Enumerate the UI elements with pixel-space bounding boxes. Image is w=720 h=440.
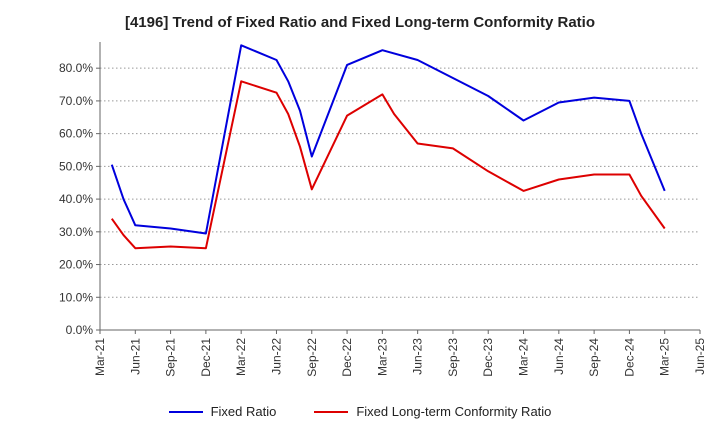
y-axis-ticks: 0.0% 10.0% 20.0% 30.0% 40.0% 50.0% 60.0% 70.0% 8…	[59, 61, 100, 337]
y-tick-label: 40.0%	[59, 192, 93, 206]
y-tick-label: 20.0%	[59, 258, 93, 272]
legend-label-fixed-ratio: Fixed Ratio	[210, 404, 277, 419]
x-tick-label: Jun-25	[693, 338, 707, 375]
y-tick-label: 30.0%	[59, 225, 93, 239]
axes	[99, 42, 700, 331]
legend-label-fixed-long-term-conformity-ratio: Fixed Long-term Conformity Ratio	[356, 404, 552, 419]
x-tick-label: Jun-21	[128, 338, 142, 375]
x-tick-label: Mar-25	[658, 338, 672, 376]
x-tick-label: Sep-24	[587, 338, 601, 377]
legend-swatch-fixed-ratio	[168, 410, 203, 413]
legend-item-fixed-ratio[interactable]: Fixed Ratio	[168, 404, 277, 419]
x-tick-label: Dec-22	[340, 338, 354, 377]
x-tick-label: Mar-22	[234, 338, 248, 376]
x-axis-ticks: Mar-21 Jun-21 Sep-21 Dec-21 Mar-22 Jun-22 Sep-…	[93, 330, 707, 377]
x-tick-label: Jun-24	[552, 338, 566, 375]
y-tick-label: 80.0%	[59, 61, 93, 75]
y-tick-label: 70.0%	[59, 94, 93, 108]
series-line-fixed-long-term-conformity-ratio	[110, 80, 666, 250]
x-tick-label: Jun-22	[269, 338, 283, 375]
x-tick-label: Sep-23	[446, 338, 460, 377]
x-tick-label: Jun-23	[411, 338, 425, 375]
legend: Fixed Ratio Fixed Long-term Conformity R…	[0, 404, 720, 419]
x-tick-label: Mar-23	[375, 338, 389, 376]
series-line-fixed-ratio	[110, 44, 666, 235]
x-tick-label: Dec-24	[622, 338, 636, 377]
grid-lines	[100, 67, 700, 298]
y-tick-label: 10.0%	[59, 290, 93, 304]
legend-swatch-fixed-long-term-conformity-ratio	[314, 410, 349, 413]
y-tick-label: 60.0%	[59, 127, 93, 141]
x-tick-label: Mar-24	[517, 338, 531, 376]
series-lines	[110, 44, 666, 250]
x-tick-label: Sep-21	[164, 338, 178, 377]
x-tick-label: Sep-22	[305, 338, 319, 377]
x-tick-label: Dec-21	[199, 338, 213, 377]
x-tick-label: Mar-21	[93, 338, 107, 376]
chart-title: [4196] Trend of Fixed Ratio and Fixed Lo…	[124, 14, 596, 31]
y-tick-label: 50.0%	[59, 159, 93, 173]
legend-item-fixed-long-term-conformity-ratio[interactable]: Fixed Long-term Conformity Ratio	[314, 404, 551, 419]
y-tick-label: 0.0%	[66, 323, 94, 337]
x-tick-label: Dec-23	[481, 338, 495, 377]
